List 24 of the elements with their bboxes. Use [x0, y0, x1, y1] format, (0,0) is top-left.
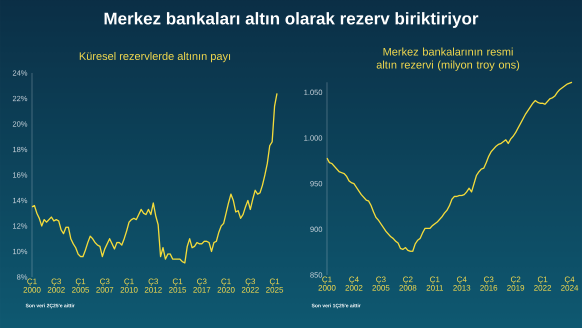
x-tick-label: Ç3 2005: [372, 276, 390, 291]
x-tick-label: Ç1 2000: [318, 276, 336, 291]
x-tick-label: Ç1 2005: [72, 278, 90, 293]
x-tick-label: Ç2 2019: [507, 276, 524, 291]
x-tick-label: Ç3 2017: [193, 278, 210, 293]
x-tick-label: Ç1 2010: [120, 278, 138, 293]
x-tick-label: Ç2 2008: [399, 276, 416, 291]
x-tick-label: Ç3 2022: [242, 278, 259, 293]
x-tick-label: Ç1 2011: [426, 276, 444, 291]
x-tick-label: Ç3 2002: [48, 278, 65, 293]
x-tick-label: Ç1 2000: [24, 278, 41, 293]
chart-subtitle: Küresel rezervlerde altının payı: [80, 52, 230, 62]
x-tick-label: Ç3 2016: [480, 276, 498, 291]
x-tick-label: Ç1 2020: [218, 278, 235, 293]
chart-title: Merkez bankalarının resmi altın rezervi (milyon troy ons): [376, 48, 520, 71]
x-tick-label: Ç4 2002: [345, 276, 362, 291]
x-tick-label: Ç1 2022: [534, 276, 552, 291]
x-tick-label: Ç1 2025: [266, 278, 284, 293]
x-tick-label: Ç4 2024: [561, 276, 578, 291]
x-tick-label: Ç4 2013: [453, 276, 470, 291]
x-tick-label: Ç1 2015: [169, 278, 186, 293]
x-tick-label: Ç3 2007: [96, 278, 114, 293]
chart-title: Merkez bankaları altın olarak rezerv biriktiriyor: [104, 12, 478, 28]
x-tick-label: Ç3 2012: [144, 278, 162, 293]
